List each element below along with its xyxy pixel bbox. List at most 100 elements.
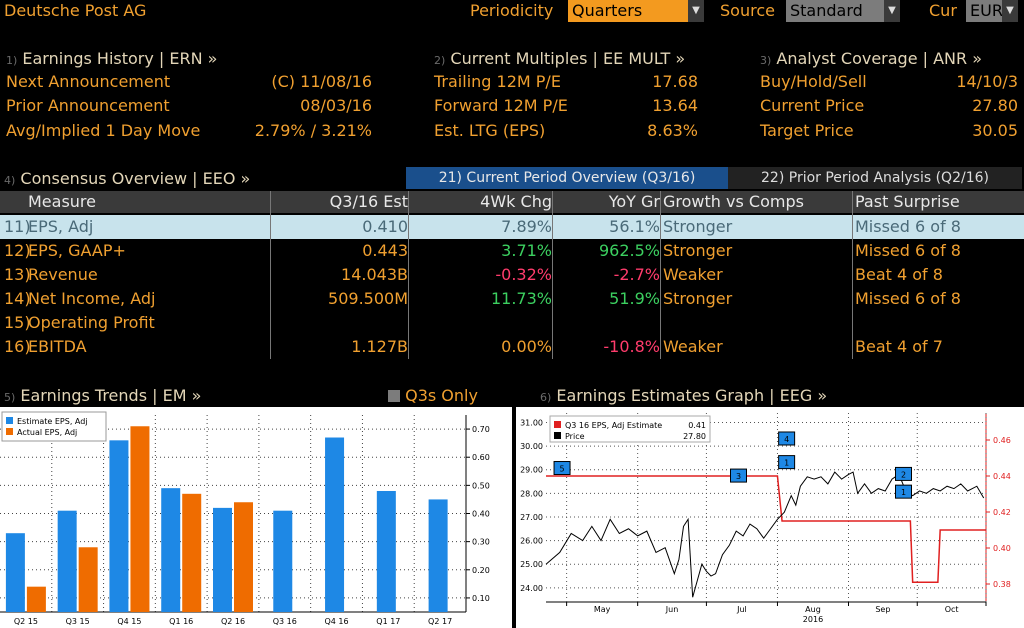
source-dropdown[interactable]: Standard	[786, 0, 884, 22]
earnings-trends-header[interactable]: 5) Earnings Trends | EM »	[4, 386, 201, 405]
bar-estimate	[161, 488, 181, 612]
legend-swatch	[554, 432, 561, 439]
periodicity-chevron-down-icon[interactable]: ▼	[688, 0, 704, 22]
bar-actual	[234, 502, 253, 612]
kv-label: Buy/Hold/Sell	[760, 72, 867, 91]
row-4wk-change: 7.89%	[501, 217, 552, 236]
table-row[interactable]: 14) Net Income, Adj 509.500M 11.73% 51.9% Str…	[0, 287, 1024, 311]
row-number: 15)	[4, 313, 31, 332]
kv-label: Next Announcement	[6, 72, 171, 91]
currency-dropdown[interactable]: EUR	[966, 0, 1003, 22]
section-number: 3)	[760, 54, 772, 67]
row-measure: Revenue	[28, 265, 98, 284]
right-tick-label: 0.38	[993, 580, 1011, 589]
table-row[interactable]: 12) EPS, GAAP+ 0.443 3.71% 962.5% Stronger Mis…	[0, 239, 1024, 263]
table-row[interactable]: 15) Operating Profit	[0, 311, 1024, 335]
earnings-history-header[interactable]: 1) Earnings History | ERN »	[6, 49, 217, 68]
kv-value: 08/03/16	[300, 96, 372, 115]
event-marker-box	[778, 431, 796, 446]
row-yoy-growth: 56.1%	[609, 217, 660, 236]
x-year-label: 2016	[803, 615, 823, 624]
row-past-surprise: Missed 6 of 8	[855, 289, 961, 308]
column-divider	[408, 191, 409, 359]
tab-prior-period[interactable]: 22) Prior Period Analysis (Q2/16)	[728, 167, 1022, 189]
earnings-estimates-chart[interactable]: 24.00 25.00 26.00 27.00 28.00 29.00 30.00 31.00…	[516, 407, 1024, 628]
analyst-coverage-header[interactable]: 3) Analyst Coverage | ANR »	[760, 49, 982, 68]
left-tick-label: 26.00	[520, 537, 543, 546]
row-number: 11)	[4, 217, 31, 236]
legend-box	[1, 411, 107, 442]
x-tick-label: Q3 16	[273, 617, 297, 626]
tab-current-period[interactable]: 21) Current Period Overview (Q3/16)	[406, 167, 728, 189]
earnings-trends-svg: 0.10 0.20 0.30 0.40 0.50 0.60 0.70 Q2 15 Q3 15 Q4…	[0, 411, 490, 626]
left-tick-label: 29.00	[520, 466, 543, 475]
row-growth-vs-comps: Stronger	[663, 289, 733, 308]
kv-label: Est. LTG (EPS)	[434, 121, 546, 140]
table-row[interactable]: 16) EBITDA 1.127B 0.00% -10.8% Weaker Beat 4 o…	[0, 335, 1024, 359]
row-estimate: 1.127B	[351, 337, 408, 356]
table-header-row: Measure Q3/16 Est 4Wk Chg YoY Gr Growth …	[0, 191, 1024, 213]
earnings-estimates-graph-header[interactable]: 6) Earnings Estimates Graph | EEG »	[540, 386, 827, 405]
row-4wk-change: -0.32%	[495, 265, 552, 284]
q3s-only-toggle[interactable]: Q3s Only	[388, 386, 478, 405]
current-multiples-header[interactable]: 2) Current Multiples | EE MULT »	[434, 49, 685, 68]
row-growth-vs-comps: Stronger	[663, 217, 733, 236]
legend-label: Q3 16 EPS, Adj Estimate	[565, 421, 662, 430]
row-number: 16)	[4, 337, 31, 356]
row-past-surprise: Missed 6 of 8	[855, 217, 961, 236]
row-measure: EBITDA	[28, 337, 87, 356]
section-title: Consensus Overview | EEO »	[20, 169, 251, 188]
x-tick-label: Q3 15	[66, 617, 90, 626]
col-estimate[interactable]: Q3/16 Est	[329, 192, 408, 211]
chart-legend: Q3 16 EPS, Adj Estimate 0.41 Price 27.80	[549, 415, 711, 443]
col-4wk-change[interactable]: 4Wk Chg	[480, 192, 552, 211]
left-tick-label: 27.00	[520, 513, 543, 522]
kv-value: 8.63%	[647, 121, 698, 140]
kv-value: 27.80	[972, 96, 1018, 115]
event-marker-box	[778, 455, 796, 470]
row-yoy-growth: -2.7%	[613, 265, 660, 284]
earnings-trends-chart[interactable]: 0.10 0.20 0.30 0.40 0.50 0.60 0.70 Q2 15 Q3 15 Q4…	[0, 407, 512, 628]
x-tick-label: Q2 15	[14, 617, 38, 626]
section-title: Analyst Coverage | ANR »	[776, 49, 983, 68]
x-tick-label: Q1 17	[376, 617, 400, 626]
x-tick-label: Jun	[665, 605, 679, 614]
bar-estimate	[428, 499, 448, 612]
kv-label: Current Price	[760, 96, 865, 115]
y-tick-label: 0.50	[472, 481, 490, 490]
column-divider	[552, 191, 553, 359]
kv-row: Target Price 30.05	[760, 121, 1018, 141]
kv-row: Prior Announcement 08/03/16	[6, 96, 372, 116]
kv-label: Target Price	[760, 121, 854, 140]
row-estimate: 0.443	[362, 241, 408, 260]
col-past-surprise[interactable]: Past Surprise	[855, 192, 960, 211]
consensus-overview-header[interactable]: 4) Consensus Overview | EEO »	[4, 169, 250, 188]
checkbox-icon[interactable]	[388, 390, 400, 402]
kv-row: Avg/Implied 1 Day Move 2.79% / 3.21%	[6, 121, 372, 141]
col-yoy-growth[interactable]: YoY Gr	[608, 192, 660, 211]
bar-estimate	[109, 440, 129, 612]
table-row[interactable]: 11) EPS, Adj 0.410 7.89% 56.1% Stronger Missed…	[0, 215, 1024, 239]
source-label: Source	[720, 1, 775, 20]
row-number: 13)	[4, 265, 31, 284]
column-divider	[270, 191, 271, 359]
x-tick-label: Q2 16	[221, 617, 245, 626]
section-number: 2)	[434, 54, 446, 67]
x-tick-label: Oct	[945, 605, 959, 614]
periodicity-dropdown[interactable]: Quarters	[568, 0, 688, 22]
col-growth-vs-comps[interactable]: Growth vs Comps	[663, 192, 804, 211]
col-measure[interactable]: Measure	[28, 192, 96, 211]
left-tick-label: 28.00	[520, 489, 543, 498]
x-tick-label: Sep	[875, 605, 890, 614]
section-title: Current Multiples | EE MULT »	[450, 49, 686, 68]
row-measure: Operating Profit	[28, 313, 155, 332]
bar-estimate	[213, 507, 232, 612]
kv-value: 2.79% / 3.21%	[254, 121, 372, 140]
table-row[interactable]: 13) Revenue 14.043B -0.32% -2.7% Weaker Beat 4…	[0, 263, 1024, 287]
source-chevron-down-icon[interactable]: ▼	[884, 0, 900, 22]
kv-label: Trailing 12M P/E	[434, 72, 561, 91]
left-tick-label: 31.00	[520, 418, 543, 427]
y-tick-label: 0.30	[472, 538, 490, 547]
currency-chevron-down-icon[interactable]: ▼	[1002, 0, 1018, 22]
row-past-surprise: Beat 4 of 8	[855, 265, 943, 284]
